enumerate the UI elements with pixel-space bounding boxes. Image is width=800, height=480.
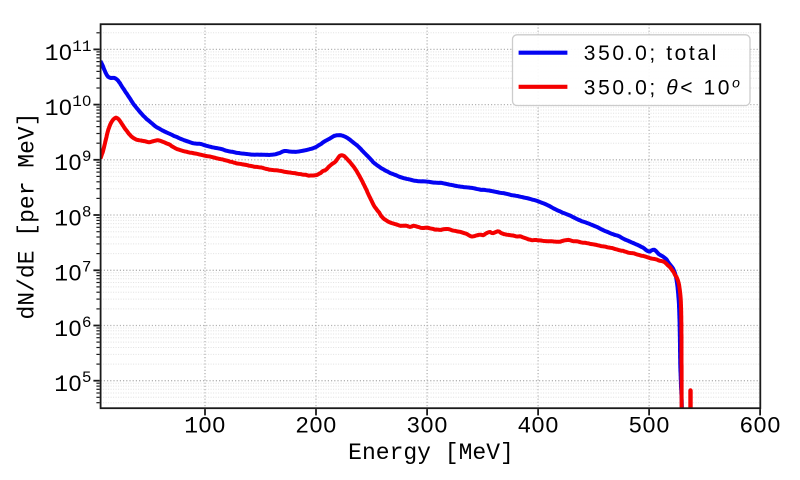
svg-text:dN/dE [per MeV]: dN/dE [per MeV] xyxy=(15,112,41,319)
svg-text:350.0; total: 350.0; total xyxy=(584,42,719,65)
svg-text:350.0; θ< 10o: 350.0; θ< 10o xyxy=(584,74,743,99)
svg-text:1010: 1010 xyxy=(45,93,92,122)
svg-text:Energy [MeV]: Energy [MeV] xyxy=(348,440,514,466)
